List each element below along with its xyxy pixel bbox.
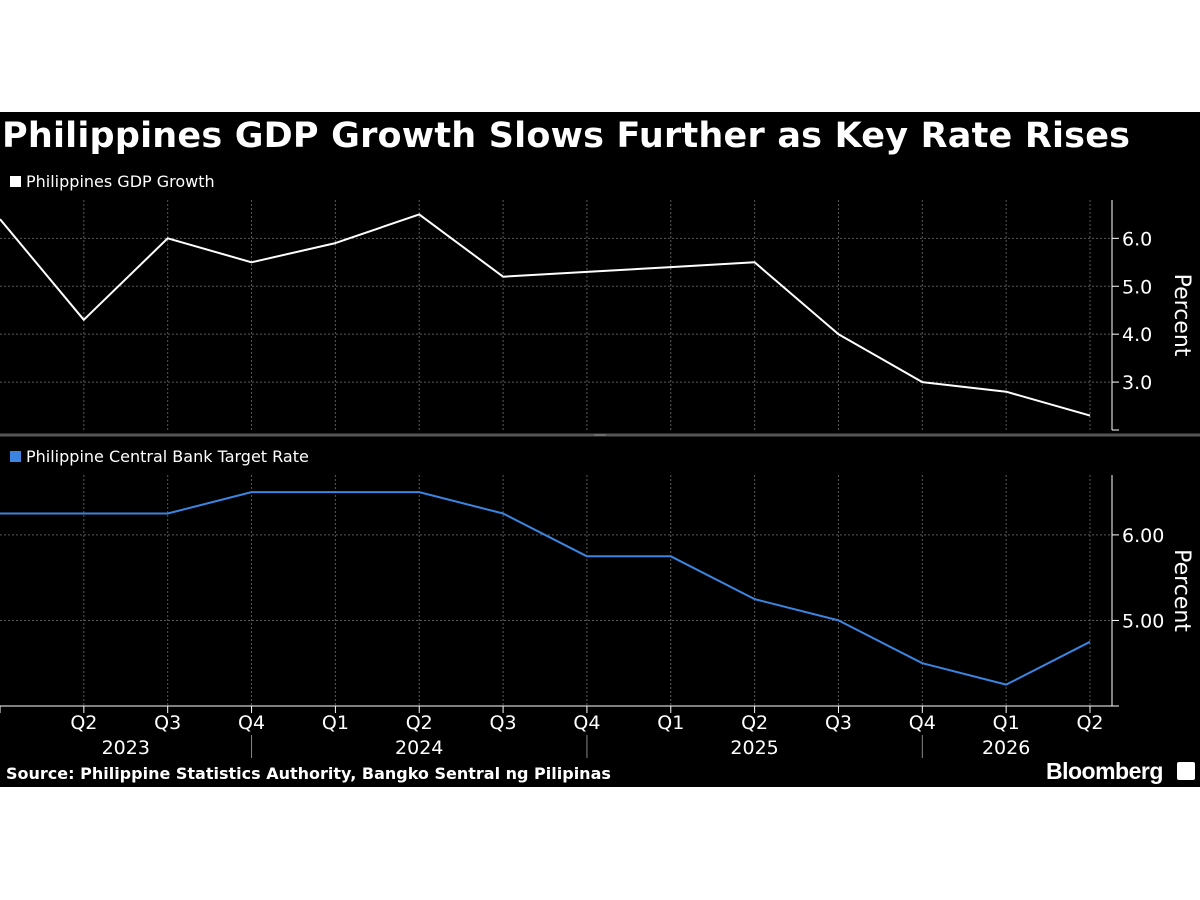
- x-quarter-label: Q1: [657, 712, 684, 734]
- x-quarter-label: Q2: [1076, 712, 1103, 734]
- rate-series-line: [0, 491, 1091, 686]
- x-quarter-label: Q4: [238, 712, 265, 734]
- x-year-label: 2026: [982, 737, 1030, 759]
- x-quarter-label: Q2: [70, 712, 97, 734]
- bloomberg-logo: Bloomberg: [1046, 758, 1163, 784]
- x-year-label: 2024: [395, 737, 443, 759]
- x-quarter-label: Q4: [909, 712, 936, 734]
- x-quarter-label: Q1: [322, 712, 349, 734]
- gdp-legend-swatch: [10, 176, 21, 187]
- rate-legend-label: Philippine Central Bank Target Rate: [26, 447, 309, 466]
- source-note: Source: Philippine Statistics Authority,…: [6, 764, 611, 783]
- x-quarter-label: Q3: [490, 712, 517, 734]
- x-quarter-label: Q2: [741, 712, 768, 734]
- gdp-legend: Philippines GDP Growth: [10, 172, 215, 191]
- rate-ytick-label: 5.00: [1122, 610, 1164, 632]
- x-quarter-label: Q4: [573, 712, 600, 734]
- gdp-legend-label: Philippines GDP Growth: [26, 172, 215, 191]
- x-year-label: 2025: [730, 737, 778, 759]
- bloomberg-mark-icon: [1177, 762, 1195, 780]
- gdp-ytick-label: 6.0: [1122, 228, 1152, 250]
- gdp-axis-title: Percent: [1169, 274, 1194, 357]
- gdp-ytick-label: 3.0: [1122, 372, 1152, 394]
- rate-axis-title: Percent: [1169, 549, 1194, 632]
- gdp-series-line: [0, 213, 1091, 417]
- x-year-label: 2023: [102, 737, 150, 759]
- rate-legend-swatch: [10, 451, 21, 462]
- x-quarter-label: Q3: [825, 712, 852, 734]
- chart-panel: [0, 112, 1200, 787]
- chart-title: Philippines GDP Growth Slows Further as …: [2, 116, 1131, 156]
- gdp-ytick-label: 4.0: [1122, 324, 1152, 346]
- rate-legend: Philippine Central Bank Target Rate: [10, 447, 309, 466]
- x-quarter-label: Q3: [154, 712, 181, 734]
- rate-ytick-label: 6.00: [1122, 525, 1164, 547]
- x-quarter-label: Q2: [406, 712, 433, 734]
- gdp-ytick-label: 5.0: [1122, 276, 1152, 298]
- x-quarter-label: Q1: [993, 712, 1020, 734]
